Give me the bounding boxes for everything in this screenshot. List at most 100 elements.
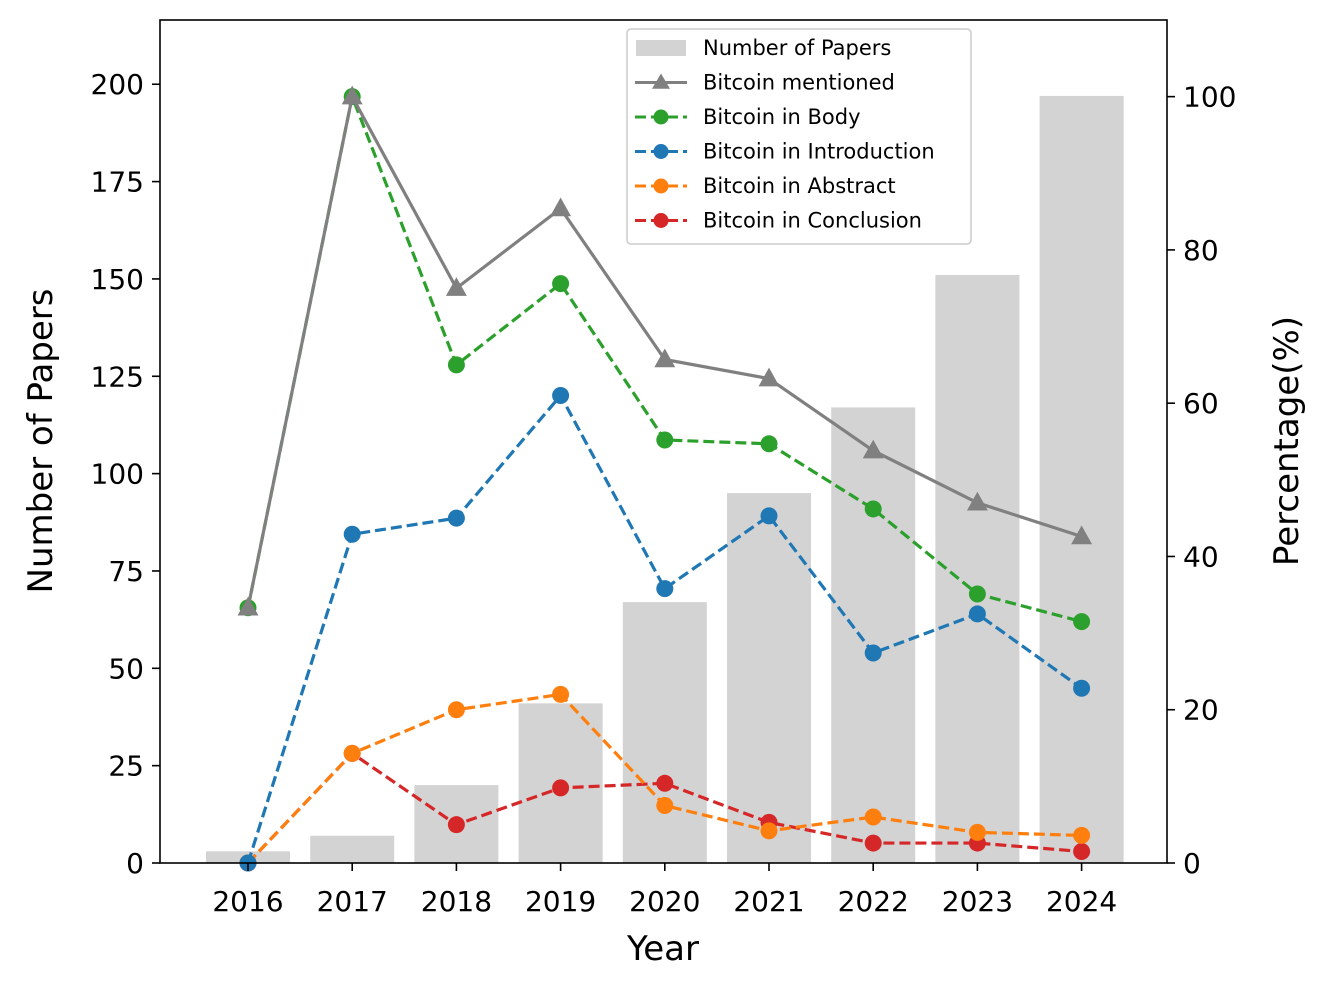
line-bitcoin-in-conclusion: [246, 751, 1082, 865]
y-tick-label-125: 125: [91, 360, 144, 393]
legend-entry-bitcoin-in-abstract: Bitcoin in Abstract: [635, 174, 896, 198]
bar-2023: [935, 275, 1020, 863]
y-tick-label-175: 175: [91, 166, 144, 199]
marker-bitcoin-in-abstract-2022: [864, 808, 882, 826]
marker-bitcoin-mentioned-2021: [758, 367, 780, 387]
x-tick-label-2022: 2022: [838, 885, 909, 918]
marker-bitcoin-in-body-2022: [864, 500, 882, 518]
x-tick-label-2016: 2016: [212, 885, 283, 918]
marker-bitcoin-mentioned-2020: [654, 348, 676, 368]
legend-entry-bitcoin-in-conclusion: Bitcoin in Conclusion: [635, 209, 922, 233]
x-tick-label-2023: 2023: [942, 885, 1013, 918]
bar-2017: [310, 835, 395, 863]
y-tick-label-150: 150: [91, 263, 144, 296]
y2-tick-label-40: 40: [1183, 540, 1219, 573]
marker-bitcoin-in-conclusion-2020: [656, 774, 674, 792]
y-tick-label-0: 0: [126, 847, 144, 880]
marker-bitcoin-in-abstract-2020: [656, 797, 674, 815]
marker-bitcoin-in-abstract-2024: [1073, 826, 1091, 844]
legend-box: [626, 28, 972, 245]
legend-marker-circle: [653, 213, 669, 228]
x-tick-label-2019: 2019: [525, 885, 596, 918]
y-tick-label-75: 75: [108, 555, 144, 588]
marker-bitcoin-in-body-2018: [447, 356, 465, 374]
x-tick-label-2020: 2020: [629, 885, 700, 918]
marker-bitcoin-in-body-2020: [656, 431, 674, 449]
legend-marker-triangle: [652, 73, 670, 89]
marker-bitcoin-mentioned-2018: [445, 277, 467, 296]
legend-label: Bitcoin in Abstract: [703, 174, 896, 198]
marker-bitcoin-in-introduction-2023: [968, 605, 986, 623]
series-bitcoin-in-introduction: [239, 387, 1091, 872]
bars-layer: [206, 95, 1124, 863]
marker-bitcoin-in-introduction-2018: [447, 509, 465, 527]
y-tick-label-50: 50: [108, 652, 144, 685]
legend-swatch-bar: [636, 40, 686, 56]
marker-bitcoin-in-body-2024: [1073, 613, 1091, 631]
marker-bitcoin-mentioned-2022: [862, 439, 884, 459]
y-tick-label-100: 100: [91, 458, 144, 491]
legend-label: Bitcoin in Introduction: [703, 140, 935, 164]
lines-layer: [237, 85, 1093, 872]
x-axis: 2016 2017 2018 2019 2020 2021 2022 2023 2024: [212, 863, 1117, 918]
legend-label: Bitcoin in Body: [703, 105, 861, 129]
marker-bitcoin-in-introduction-2020: [656, 580, 674, 598]
marker-bitcoin-in-introduction-2024: [1073, 679, 1091, 697]
marker-bitcoin-in-introduction-2017: [343, 525, 361, 543]
bar-2021: [727, 493, 811, 863]
marker-bitcoin-in-body-2021: [760, 435, 778, 453]
y-tick-label-200: 200: [91, 68, 144, 101]
marker-bitcoin-in-conclusion-2019: [552, 779, 570, 797]
plot-frame: [159, 19, 1168, 864]
marker-bitcoin-in-conclusion-2018: [447, 816, 465, 834]
marker-bitcoin-in-introduction-2021: [760, 507, 778, 525]
marker-bitcoin-mentioned-2019: [550, 197, 572, 217]
marker-bitcoin-mentioned-2016: [237, 596, 259, 616]
x-tick-label-2017: 2017: [317, 885, 388, 918]
marker-bitcoin-in-introduction-2019: [552, 387, 570, 405]
legend-marker-circle: [653, 178, 669, 194]
marker-bitcoin-in-body-2019: [552, 275, 570, 293]
marker-bitcoin-in-abstract-2021: [760, 822, 778, 840]
series-bitcoin-mentioned: [237, 85, 1093, 616]
legend-entry-number-of-papers: Number of Papers: [636, 36, 891, 60]
marker-bitcoin-in-conclusion-2024: [1073, 843, 1091, 861]
marker-bitcoin-in-abstract-2017: [343, 744, 361, 762]
legend-label: Bitcoin in Conclusion: [703, 209, 922, 233]
y2-tick-label-0: 0: [1183, 847, 1201, 880]
marker-bitcoin-mentioned-2024: [1071, 525, 1093, 545]
marker-bitcoin-in-conclusion-2022: [864, 834, 882, 852]
y2-tick-label-60: 60: [1183, 387, 1219, 420]
bar-2022: [831, 407, 916, 863]
x-tick-label-2021: 2021: [733, 885, 804, 918]
y-tick-label-25: 25: [108, 750, 144, 783]
marker-bitcoin-mentioned-2023: [966, 491, 988, 511]
legend: Number of Papers Bitcoin mentioned Bitcoin…: [626, 28, 972, 245]
x-tick-label-2024: 2024: [1046, 885, 1117, 918]
marker-bitcoin-mentioned-2017: [341, 85, 363, 105]
y2-tick-label-20: 20: [1183, 694, 1219, 727]
y-axis-left: 0 25 50 75 100 125 150 175 200: [91, 68, 160, 880]
marker-bitcoin-in-abstract-2019: [552, 685, 570, 703]
x-axis-label: Year: [626, 929, 699, 969]
y-axis-label-left: Number of Papers: [21, 289, 61, 594]
line-bitcoin-in-introduction: [246, 393, 1083, 864]
marker-bitcoin-in-introduction-2022: [864, 644, 882, 662]
y-axis-right: 0 20 40 60 80 100: [1167, 81, 1236, 880]
legend-marker-circle: [653, 109, 669, 125]
marker-bitcoin-in-abstract-2023: [968, 823, 986, 841]
x-tick-label-2018: 2018: [421, 885, 492, 918]
bar-2020: [622, 602, 707, 863]
legend-marker-circle: [653, 144, 669, 159]
legend-entry-bitcoin-in-body: Bitcoin in Body: [635, 105, 861, 129]
legend-label: Number of Papers: [703, 36, 891, 60]
y-axis-label-right: Percentage(%): [1267, 316, 1307, 566]
marker-bitcoin-in-abstract-2018: [447, 701, 465, 719]
legend-label: Bitcoin mentioned: [703, 71, 895, 95]
legend-entry-bitcoin-mentioned: Bitcoin mentioned: [635, 71, 895, 95]
y2-tick-label-80: 80: [1183, 234, 1219, 267]
y2-tick-label-100: 100: [1183, 81, 1236, 114]
bar-2024: [1039, 95, 1124, 863]
legend-entry-bitcoin-in-introduction: Bitcoin in Introduction: [635, 140, 935, 164]
